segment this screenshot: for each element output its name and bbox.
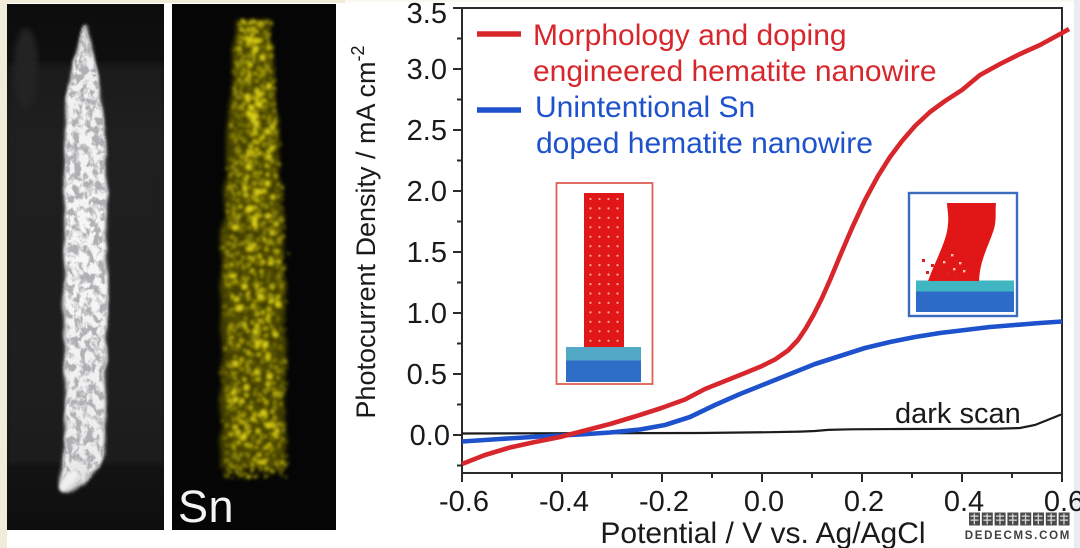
svg-text:0.0: 0.0	[410, 420, 450, 452]
svg-text:-0.4: -0.4	[539, 486, 589, 518]
svg-text:-0.2: -0.2	[639, 486, 689, 518]
svg-text:Photocurrent Density / mA cm-2: Photocurrent Density / mA cm-2	[348, 45, 381, 418]
svg-text:engineered hematite nanowire: engineered hematite nanowire	[533, 55, 937, 88]
svg-text:dark scan: dark scan	[895, 398, 1021, 430]
svg-text:Sn: Sn	[178, 481, 234, 532]
svg-text:0.5: 0.5	[407, 359, 447, 391]
svg-text:3.5: 3.5	[407, 0, 447, 30]
svg-text:DEDECMS.COM: DEDECMS.COM	[965, 530, 1071, 542]
svg-text:1.0: 1.0	[407, 298, 447, 330]
svg-text:3.0: 3.0	[407, 54, 447, 86]
svg-text:2.5: 2.5	[407, 115, 447, 147]
svg-text:doped hematite nanowire: doped hematite nanowire	[536, 127, 873, 160]
svg-text:Unintentional Sn: Unintentional Sn	[535, 91, 755, 124]
svg-text:1.5: 1.5	[407, 237, 447, 269]
svg-text:-0.6: -0.6	[439, 486, 489, 518]
svg-text:0.2: 0.2	[844, 486, 884, 518]
svg-text:2.0: 2.0	[407, 176, 447, 208]
svg-text:Morphology and doping: Morphology and doping	[533, 19, 847, 52]
svg-text:0.0: 0.0	[744, 486, 784, 518]
svg-text:Potential / V vs. Ag/AgCl: Potential / V vs. Ag/AgCl	[600, 517, 925, 548]
